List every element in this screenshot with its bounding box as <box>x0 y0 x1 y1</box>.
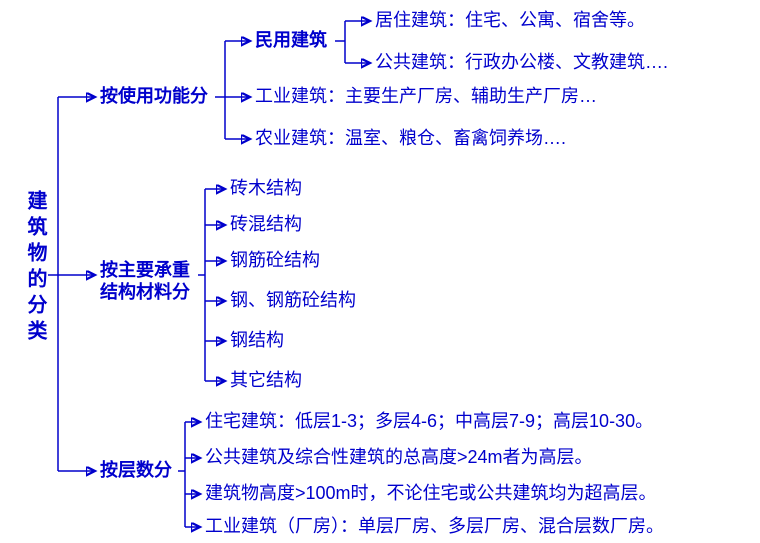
leaf-public: 公共建筑：行政办公楼、文教建筑…. <box>375 52 668 74</box>
branch-structure-line2: 结构材料分 <box>100 282 190 304</box>
branch-structure: 按主要承重 结构材料分 <box>100 260 190 303</box>
leaf-public-height: 公共建筑及综合性建筑的总高度>24m者为高层。 <box>205 447 593 469</box>
branch-structure-line1: 按主要承重 <box>100 260 190 282</box>
leaf-residential: 居住建筑：住宅、公寓、宿舍等。 <box>375 10 645 32</box>
node-civil: 民用建筑 <box>255 30 327 52</box>
leaf-agricultural: 农业建筑：温室、粮仓、畜禽饲养场…. <box>255 128 566 150</box>
leaf-factory-floors: 工业建筑（厂房）：单层厂房、多层厂房、混合层数厂房。 <box>205 516 664 538</box>
leaf-steel-rc: 钢、钢筋砼结构 <box>230 290 356 312</box>
leaf-brick-wood: 砖木结构 <box>230 178 302 200</box>
root-label: 建筑物的分类 <box>23 190 47 346</box>
branch-usage: 按使用功能分 <box>100 86 208 108</box>
leaf-industrial: 工业建筑：主要生产厂房、辅助生产厂房… <box>255 86 597 108</box>
leaf-steel: 钢结构 <box>230 330 284 352</box>
leaf-other: 其它结构 <box>230 370 302 392</box>
leaf-rc: 钢筋砼结构 <box>230 250 320 272</box>
leaf-brick-concrete: 砖混结构 <box>230 214 302 236</box>
leaf-superhigh: 建筑物高度>100m时，不论住宅或公共建筑均为超高层。 <box>205 483 657 505</box>
leaf-res-floors: 住宅建筑：低层1-3；多层4-6；中高层7-9；高层10-30。 <box>205 411 653 433</box>
branch-floors: 按层数分 <box>100 460 172 482</box>
